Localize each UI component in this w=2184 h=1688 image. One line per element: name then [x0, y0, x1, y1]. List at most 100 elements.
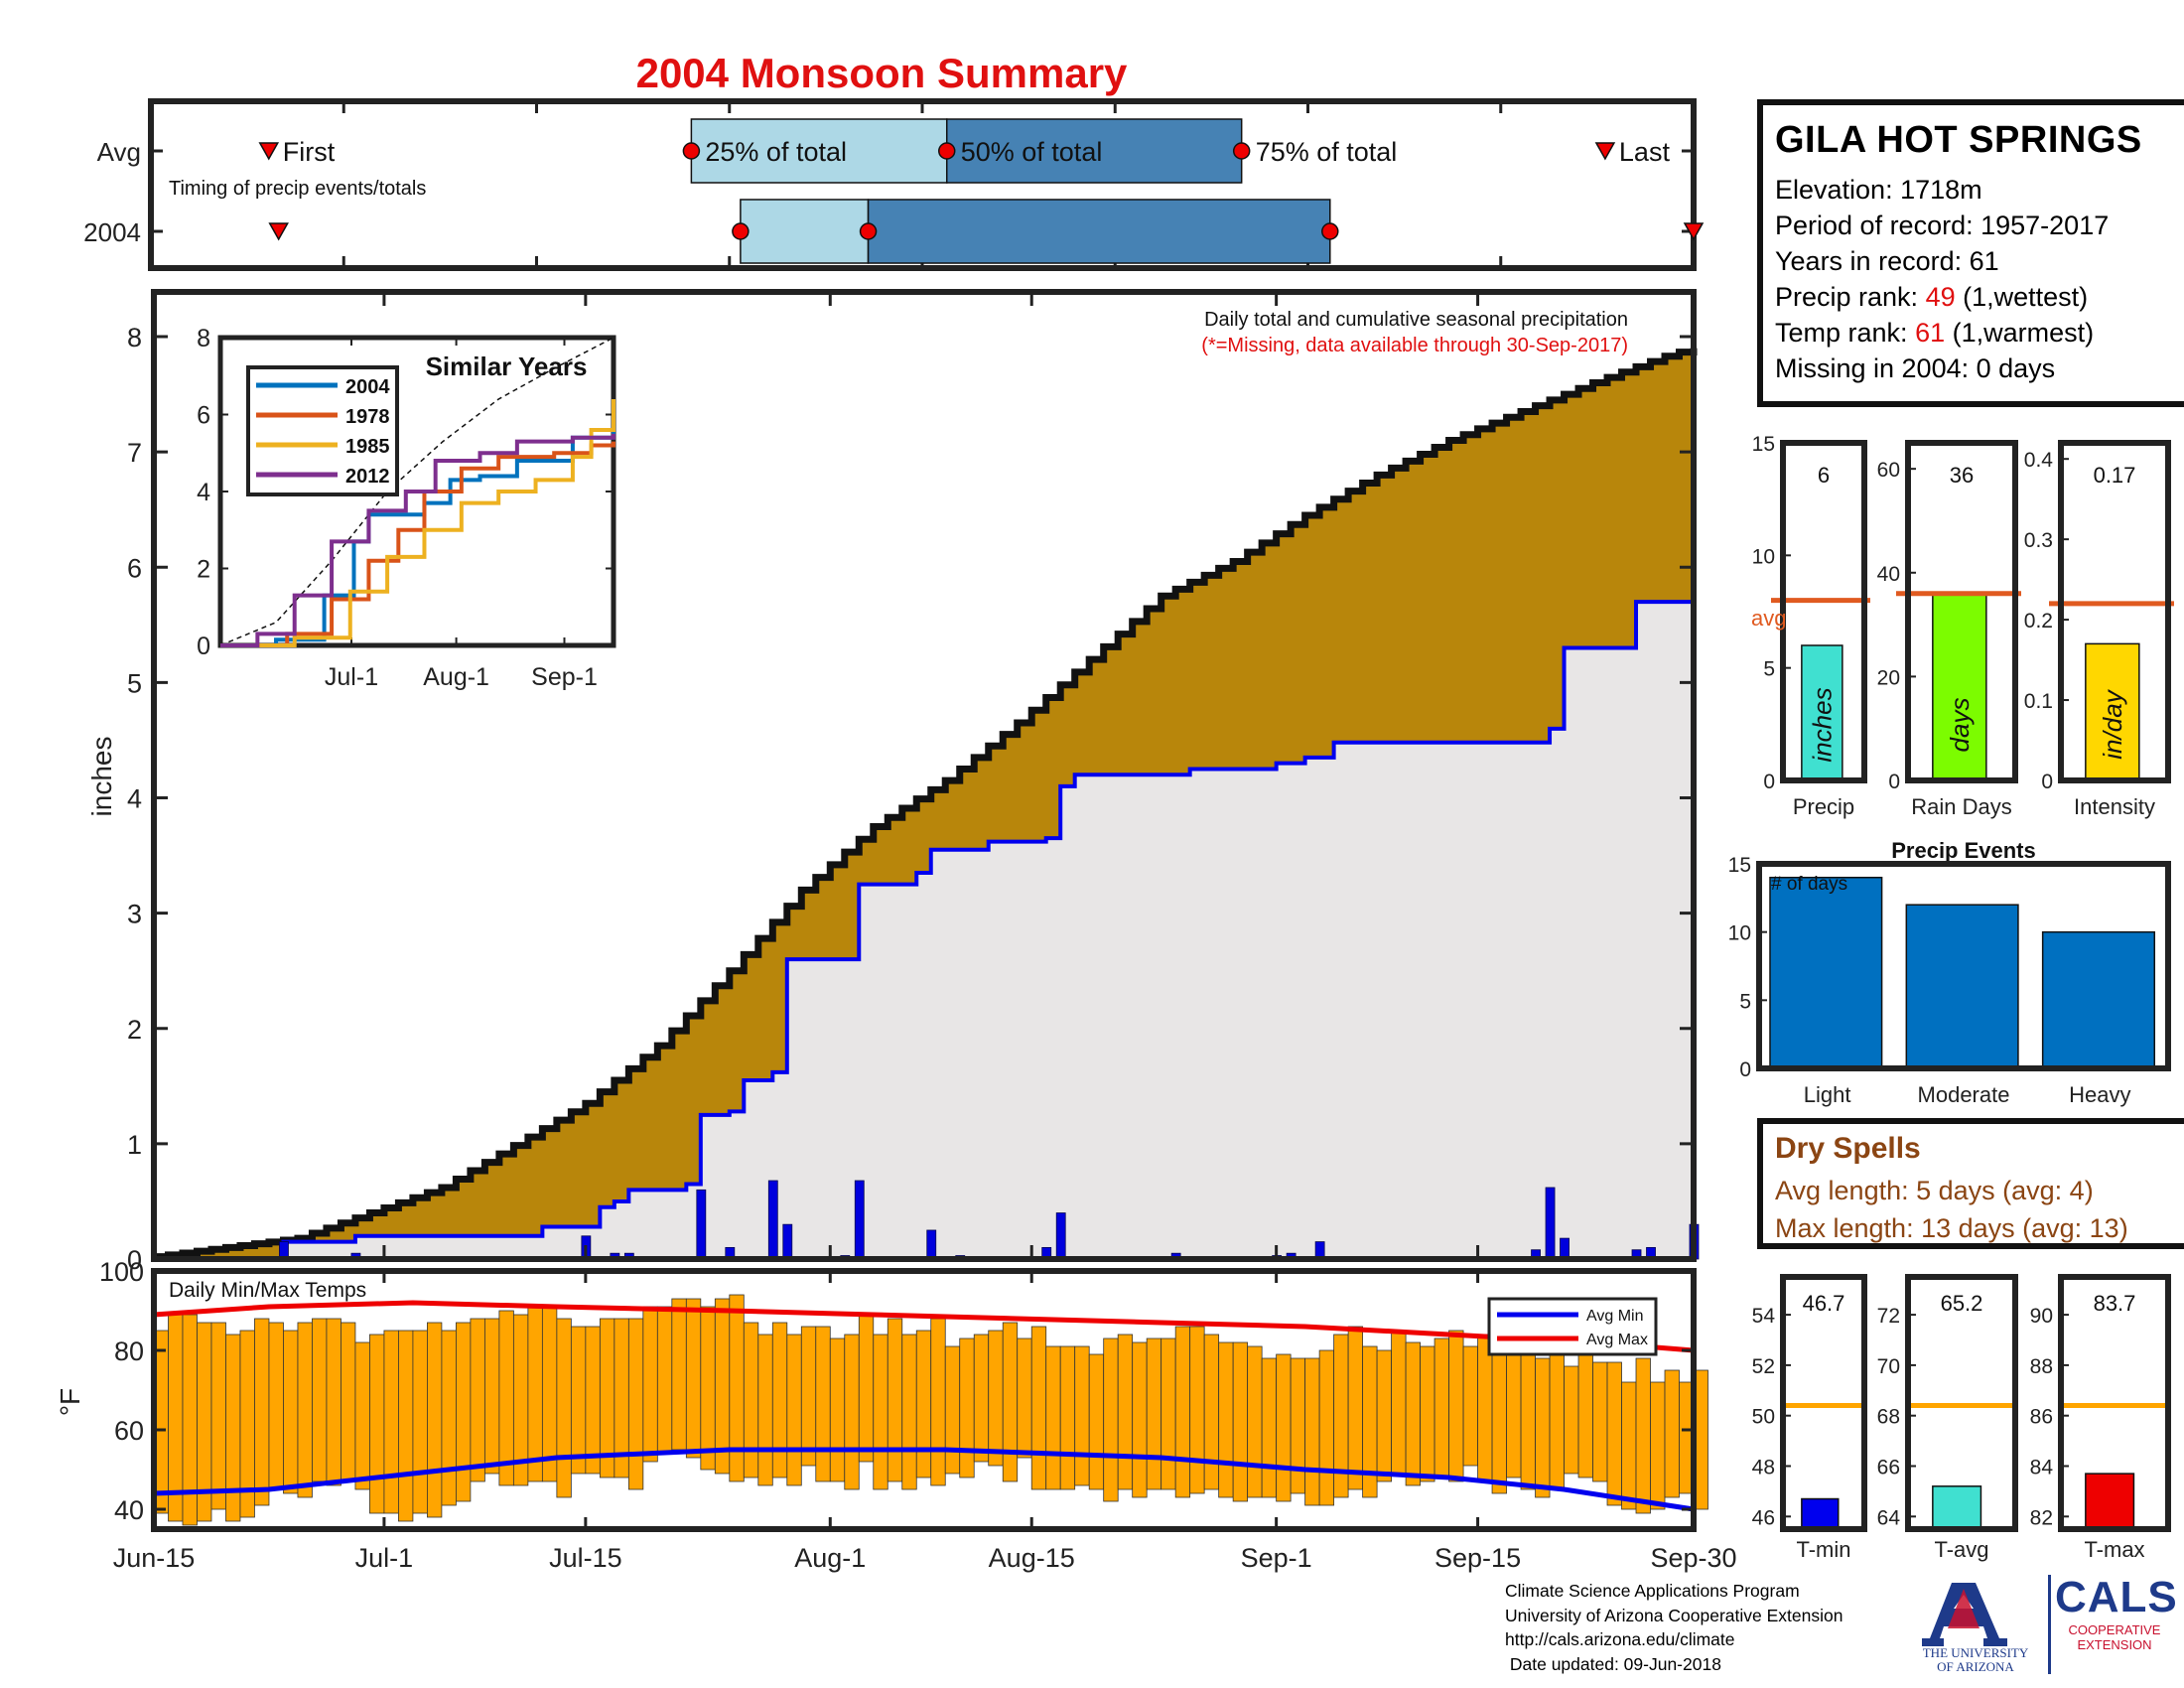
precip-panel-subtitle: (*=Missing, data available through 30-Se…: [1201, 335, 1628, 356]
station-name: GILA HOT SPRINGS: [1775, 119, 2142, 161]
temp-range-bar: [541, 1306, 558, 1482]
inset-y-tick-label: 6: [197, 402, 210, 430]
tbar-y-tick-label: 88: [2030, 1355, 2053, 1378]
temp-range-bar: [786, 1334, 802, 1486]
inset-series-2012: [220, 433, 615, 647]
tbar-y-tick-label: 64: [1877, 1506, 1901, 1529]
temp-rank-value: 61: [1915, 318, 1946, 348]
daily-precip-bar: [854, 1180, 865, 1260]
2004-q25-marker: [732, 222, 750, 240]
temp-range-bar: [1002, 1322, 1019, 1482]
temp-range-bar: [297, 1322, 313, 1498]
temp-range-bar: [757, 1334, 773, 1486]
temp-range-bar: [800, 1326, 817, 1467]
temp-y-tick-label: 60: [114, 1416, 144, 1446]
temp-range-bar: [1276, 1353, 1292, 1502]
tbar-y-tick-label: 50: [1752, 1406, 1775, 1429]
timing-note: Timing of precip events/totals: [169, 178, 426, 200]
date-tick-label: Aug-15: [989, 1543, 1075, 1573]
q50-label: 50% of total: [961, 137, 1103, 167]
temp-range-bar: [656, 1306, 673, 1455]
temp-range-bar: [1391, 1330, 1407, 1475]
2004-last-triangle: [1683, 222, 1705, 241]
event-category-label: Moderate: [1918, 1082, 2010, 1107]
daily-precip-bar: [1055, 1212, 1066, 1260]
temp-range-bar: [1045, 1345, 1061, 1490]
t-max-value: 83.7: [2094, 1291, 2136, 1316]
temp-range-bar: [354, 1341, 370, 1490]
row-label-2004: 2004: [83, 217, 141, 247]
temp-range-bar: [1290, 1357, 1306, 1494]
temp-summary-bars: 46 48 50 52 54 46.7 T-min 64 66 68 70 72 65.2 T-avg 82…: [1752, 1274, 2171, 1562]
temp-range-bar: [1420, 1345, 1435, 1482]
inset-x-tick-label: Aug-1: [423, 663, 489, 691]
dry-spells-max: Max length: 13 days (avg: 13): [1775, 1213, 2128, 1243]
inset-legend-label: 1985: [345, 436, 390, 458]
temp-range-bar: [1059, 1345, 1076, 1490]
temp-y-tick-label: 80: [114, 1336, 144, 1366]
y-tick-label: 4: [127, 784, 142, 814]
rain-days-frame: [1905, 440, 2018, 783]
y-tick-label: 2: [127, 1015, 142, 1045]
t-min-frame: [1780, 1274, 1867, 1532]
daily-precip-bar: [1545, 1187, 1556, 1260]
event-bar-light: [1769, 876, 1883, 1069]
small-y-tick-label: 15: [1752, 433, 1775, 456]
inset-legend-label: 1978: [345, 406, 390, 428]
timing-panel: Avg 2004 Timing of precip events/totals Fir…: [83, 98, 1705, 271]
tbar-y-tick-label: 72: [1877, 1305, 1900, 1328]
intensity-title: Intensity: [2074, 794, 2155, 819]
t-avg-bar: [1932, 1485, 1982, 1530]
period-text: Period of record: 1957-2017: [1775, 211, 2110, 240]
temp-range-bar: [1174, 1326, 1191, 1498]
temp-range-bar: [627, 1318, 644, 1490]
temp-y-label: °F: [55, 1388, 85, 1416]
rain-days-value: 36: [1950, 463, 1974, 488]
inset-y-tick-label: 8: [197, 325, 210, 352]
rain-days-title: Rain Days: [1911, 794, 2011, 819]
tbar-y-tick-label: 86: [2030, 1406, 2053, 1429]
events-y-label: # of days: [1771, 874, 1847, 895]
temp-range-bar: [685, 1298, 702, 1459]
temp-range-bar: [1218, 1341, 1234, 1498]
events-frame: [1756, 861, 2171, 1071]
temp-range-bar: [441, 1330, 457, 1506]
temp-range-bar: [383, 1330, 399, 1514]
inset-x-tick-label: Sep-1: [531, 663, 598, 691]
precip-events-panel: Precip Events Light Moderate Heavy 0 5 10 15 # o…: [1728, 838, 2171, 1107]
t-min-background: [1783, 1277, 1864, 1529]
events-y-tick-label: 5: [1739, 990, 1751, 1013]
q25-label: 25% of total: [705, 137, 847, 167]
temp-range-bar: [412, 1330, 428, 1514]
temp-range-bar: [398, 1330, 414, 1522]
temp-range-bar: [771, 1322, 788, 1478]
q75-label: 75% of total: [1256, 137, 1398, 167]
temp-range-bar: [1405, 1341, 1421, 1486]
inset-legend-label: 2004: [345, 376, 390, 398]
event-bar-heavy: [2041, 930, 2156, 1069]
precip-avg-label: avg: [1751, 606, 1786, 631]
avg-first-triangle: [258, 142, 280, 161]
temp-range-bar: [326, 1318, 341, 1486]
rain-days-unit: days: [1945, 698, 1975, 753]
temp-range-bar: [427, 1322, 443, 1518]
t-min-title: T-min: [1797, 1537, 1851, 1562]
temp-range-bar: [829, 1337, 846, 1482]
2004-q50-marker: [859, 222, 878, 240]
temp-range-bar: [901, 1334, 917, 1490]
avg-q50-marker: [937, 142, 956, 160]
footer-link[interactable]: http://cals.arizona.edu/climate: [1505, 1629, 1735, 1649]
temp-range-bar: [1189, 1326, 1205, 1494]
tbar-y-tick-label: 90: [2030, 1305, 2053, 1328]
tbar-y-tick-label: 82: [2030, 1506, 2053, 1529]
tbar-y-tick-label: 54: [1752, 1305, 1776, 1328]
tbar-y-tick-label: 52: [1752, 1355, 1775, 1378]
events-y-tick-label: 10: [1728, 922, 1751, 945]
missing-text: Missing in 2004: 0 days: [1775, 353, 2056, 383]
2004-box-25-50: [740, 199, 870, 264]
temp-rank-text: Temp rank: 61 (1,warmest): [1775, 318, 2095, 348]
t-max-title: T-max: [2084, 1537, 2144, 1562]
summary-bars: 0 5 10 15 6 Precip inches 0 20 40 60 36 Rain Days day…: [1751, 433, 2174, 819]
temp-range-bar: [1347, 1326, 1364, 1490]
daily-precip-bar: [767, 1180, 778, 1260]
